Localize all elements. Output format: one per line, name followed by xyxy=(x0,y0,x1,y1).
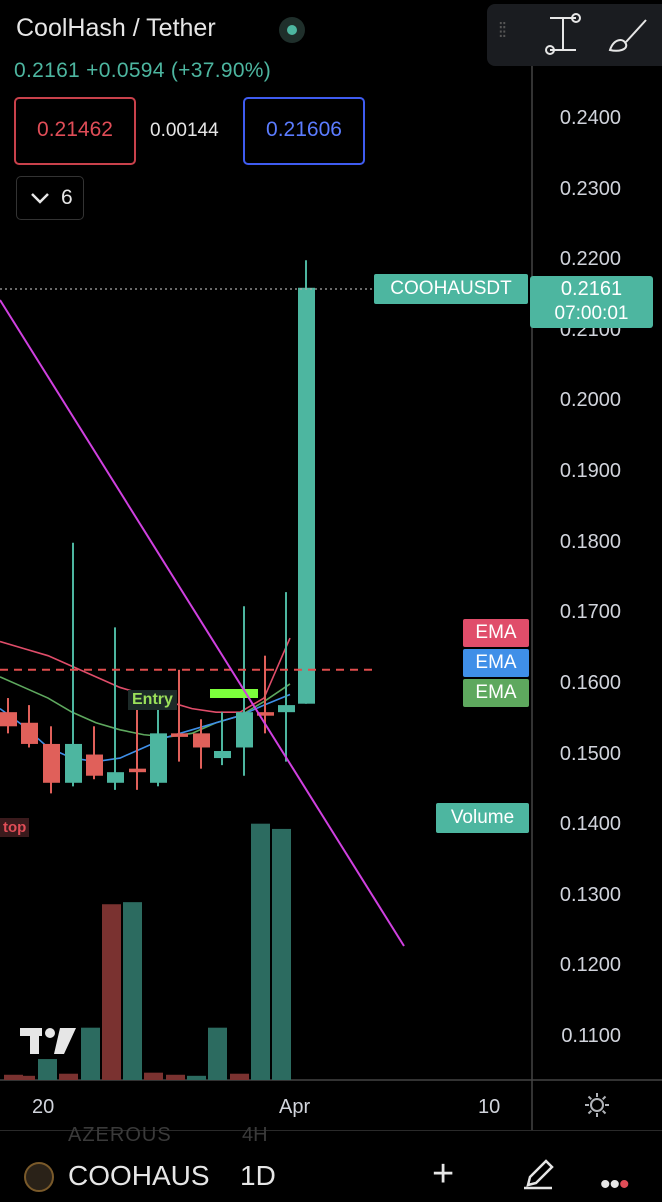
volume-bar xyxy=(251,823,270,1080)
candle-body xyxy=(236,712,253,748)
gear-icon[interactable] xyxy=(584,1092,610,1118)
volume-bar xyxy=(272,828,291,1080)
overlay-layer xyxy=(0,288,405,947)
price-axis-label: 0.1300 xyxy=(559,883,621,906)
candle-body xyxy=(171,733,188,737)
brush-icon[interactable] xyxy=(604,14,650,56)
ghost-symbol: AZEROUS xyxy=(68,1124,172,1146)
volume-bar xyxy=(38,1059,57,1080)
price-axis-label: 0.1200 xyxy=(559,954,621,977)
drag-handle-icon[interactable]: ⁞⁞ xyxy=(498,20,507,42)
price-axis-label: 0.1600 xyxy=(559,671,621,694)
stop-label: top xyxy=(0,818,30,837)
ghost-interval: 4H xyxy=(242,1124,268,1146)
spread-value: 0.00144 xyxy=(150,120,219,141)
price-axis-label: 0.1500 xyxy=(559,742,621,765)
last-price-tag: 0.2161 07:00:01 xyxy=(530,276,653,328)
candle-body xyxy=(278,705,295,713)
symbol-selector[interactable]: COOHAUS xyxy=(68,1160,210,1191)
candle-layer xyxy=(0,260,315,794)
chevron-down-icon xyxy=(31,193,49,204)
candle-body xyxy=(193,733,210,748)
symbol-tag: COOHAUSDT xyxy=(374,274,528,304)
volume-bar xyxy=(230,1073,249,1080)
sell-button[interactable]: 0.21462 xyxy=(14,97,136,165)
price-axis-label: 0.1800 xyxy=(559,530,621,553)
ema-tag-blue: EMA xyxy=(463,649,529,677)
time-label-20: 20 xyxy=(32,1096,55,1118)
volume-bar xyxy=(102,904,121,1080)
time-label-apr: Apr xyxy=(279,1096,311,1118)
last-price: 0.2161 xyxy=(560,278,623,300)
candle-body xyxy=(86,754,103,776)
volume-bar xyxy=(123,902,142,1080)
tv-logo-icon xyxy=(20,1028,76,1054)
coin-icon xyxy=(24,1162,54,1192)
volume-layer xyxy=(4,823,291,1080)
candle-body xyxy=(214,751,231,759)
indicators-toggle-button[interactable]: 6 xyxy=(16,176,84,220)
volume-bar xyxy=(59,1073,78,1080)
candle-body xyxy=(107,772,124,783)
candle-body xyxy=(0,712,17,727)
interval-selector[interactable]: 1D xyxy=(240,1160,276,1191)
price-axis-label: 0.2300 xyxy=(559,177,621,200)
buy-button[interactable]: 0.21606 xyxy=(243,97,365,165)
time-label-10: 10 xyxy=(478,1096,501,1118)
measure-icon[interactable] xyxy=(540,12,586,58)
plus-icon[interactable]: + xyxy=(432,1153,455,1195)
entry-label: Entry xyxy=(128,690,177,710)
volume-bar xyxy=(4,1074,23,1080)
more-dots-icon[interactable]: ••• xyxy=(600,1168,629,1201)
chart-title: CoolHash / Tether xyxy=(16,14,216,42)
price-axis-label: 0.1400 xyxy=(559,813,621,836)
candle-body xyxy=(150,733,167,783)
volume-bar xyxy=(16,1075,35,1080)
volume-bar xyxy=(208,1027,227,1080)
candle-body xyxy=(257,712,274,716)
candle-body xyxy=(129,768,146,773)
volume-tag: Volume xyxy=(436,803,529,833)
candle-body xyxy=(43,743,60,783)
price-axis-label: 0.1100 xyxy=(561,1025,621,1047)
price-axis-label: 0.2400 xyxy=(559,107,621,129)
candle-body xyxy=(65,743,82,783)
volume-bar xyxy=(187,1075,206,1080)
volume-bar xyxy=(166,1074,185,1080)
live-indicator-icon xyxy=(279,17,305,43)
price-axis-label: 0.2000 xyxy=(559,389,621,412)
bar-countdown: 07:00:01 xyxy=(554,303,629,324)
pencil-icon[interactable] xyxy=(520,1155,556,1191)
price-axis-label: 0.2200 xyxy=(559,248,621,271)
candle-body xyxy=(21,722,38,744)
price-change: 0.2161 +0.0594 (+37.90%) xyxy=(14,59,272,82)
volume-bar xyxy=(81,1027,100,1080)
price-axis-label: 0.1900 xyxy=(559,460,621,483)
indicators-count: 6 xyxy=(61,186,73,209)
tradingview-logo xyxy=(20,1026,76,1064)
entry-marker xyxy=(210,689,258,698)
candle-body xyxy=(298,287,315,704)
volume-bar xyxy=(144,1072,163,1080)
ema-tag-red: EMA xyxy=(463,619,529,647)
price-axis-label: 0.1700 xyxy=(559,601,621,624)
trendline xyxy=(0,299,405,947)
ema-tag-green: EMA xyxy=(463,679,529,707)
